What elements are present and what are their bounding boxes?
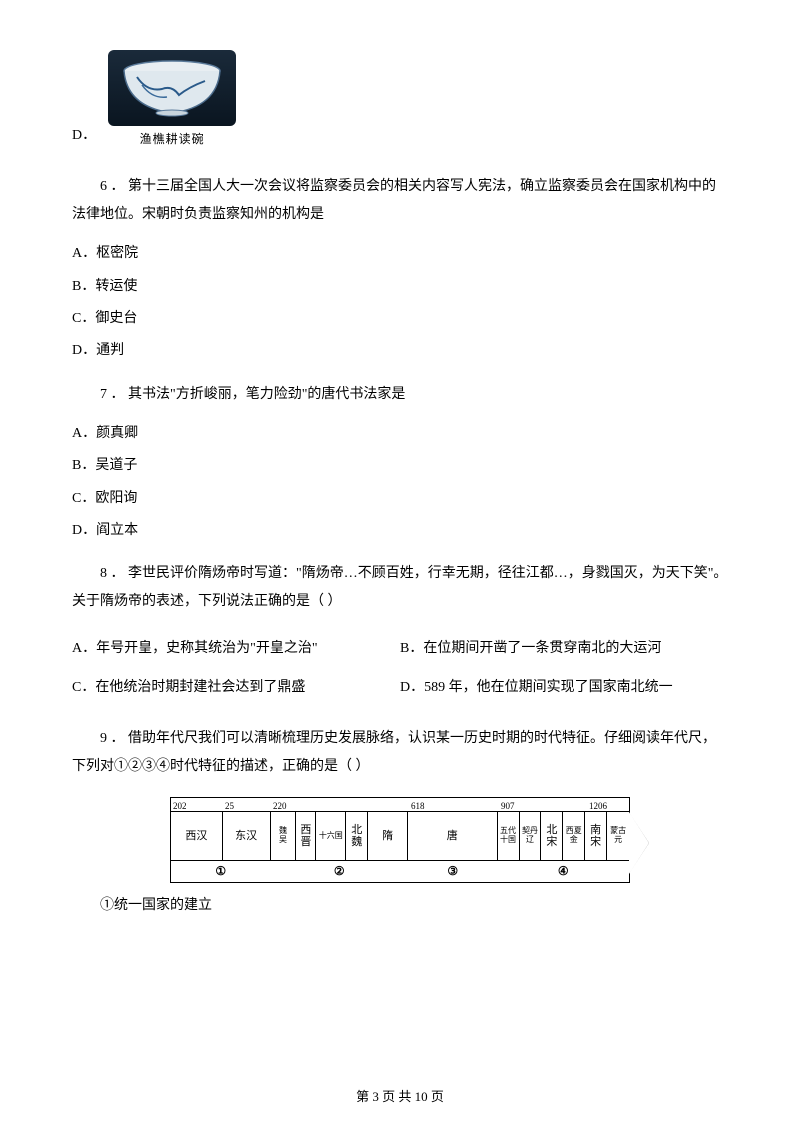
timeline-label: ③ [408,861,498,882]
q7-option-c: C．欧阳询 [72,488,728,510]
question-6-options: A．枢密院 B．转运使 C．御史台 D．通判 [72,243,728,363]
option-d-label: D． [72,125,96,149]
timeline-cell: 十六国 [316,812,346,860]
q7-option-a: A．颜真卿 [72,423,728,445]
q9-sub-1: ①统一国家的建立 [72,895,728,917]
bowl-caption: 渔樵耕读碗 [140,130,205,149]
timeline-container: 202252206189071206 西汉东汉魏 吴西晋十六国北魏隋唐五代十国契… [170,797,630,883]
bowl-icon [117,57,227,119]
timeline-figure: 202252206189071206 西汉东汉魏 吴西晋十六国北魏隋唐五代十国契… [72,797,728,883]
question-6-text: 6 ． 第十三届全国人大一次会议将监察委员会的相关内容写人宪法，确立监察委员会在… [72,173,728,229]
q6-option-a: A．枢密院 [72,243,728,265]
q8-option-c: C．在他统治时期封建社会达到了鼎盛 [72,677,400,699]
timeline-cell: 南宋 [585,812,607,860]
q6-option-b: B．转运使 [72,276,728,298]
porcelain-image-block: 渔樵耕读碗 [108,50,236,149]
timeline-cell: 西晋 [296,812,316,860]
timeline-label: ① [171,861,271,882]
timeline-years-row: 202252206189071206 [171,798,629,812]
timeline-labels-row: ①②③④ [171,860,629,882]
q6-option-c: C．御史台 [72,308,728,330]
timeline-cell: 契丹 辽 [520,812,542,860]
timeline-cell: 隋 [368,812,408,860]
timeline-cell: 北魏 [346,812,368,860]
timeline-cell: 西汉 [171,812,223,860]
q8-option-b: B．在位期间开凿了一条贯穿南北的大运河 [400,638,728,660]
question-9-text: 9 ． 借助年代尺我们可以清晰梳理历史发展脉络，认识某一历史时期的时代特征。仔细… [72,725,728,781]
timeline-body: 西汉东汉魏 吴西晋十六国北魏隋唐五代十国契丹 辽北宋西夏 金南宋蒙古 元 [171,812,629,860]
question-8-text: 8 ． 李世民评价隋炀帝时写道："隋炀帝…不顾百姓，行幸无期，径往江都…，身戮国… [72,560,728,616]
q6-option-d: D．通判 [72,340,728,362]
timeline-cell: 五代十国 [498,812,520,860]
timeline-cell: 东汉 [223,812,271,860]
q8-option-a: A．年号开皇，史称其统治为"开皇之治" [72,638,400,660]
timeline-cell: 北宋 [541,812,563,860]
q7-option-b: B．吴道子 [72,455,728,477]
question-7-options: A．颜真卿 B．吴道子 C．欧阳询 D．阎立本 [72,423,728,543]
q7-option-d: D．阎立本 [72,520,728,542]
bowl-image [108,50,236,126]
q8-option-d: D．589 年，他在位期间实现了国家南北统一 [400,677,728,699]
timeline-year [171,798,175,800]
timeline-label: ② [271,861,408,882]
timeline-cell: 魏 吴 [271,812,297,860]
page-footer: 第 3 页 共 10 页 [0,1087,800,1108]
timeline-cell: 蒙古 元 [607,812,629,860]
question-7-text: 7 ． 其书法"方折峻丽，笔力险劲"的唐代书法家是 [72,381,728,409]
timeline-cell: 西夏 金 [563,812,585,860]
timeline-cell: 唐 [408,812,498,860]
timeline-arrow-icon [629,812,649,874]
option-d-row: D． 渔樵耕读碗 [72,50,728,149]
timeline-label: ④ [498,861,629,882]
question-8-options: A．年号开皇，史称其统治为"开皇之治" B．在位期间开凿了一条贯穿南北的大运河 … [72,630,728,707]
